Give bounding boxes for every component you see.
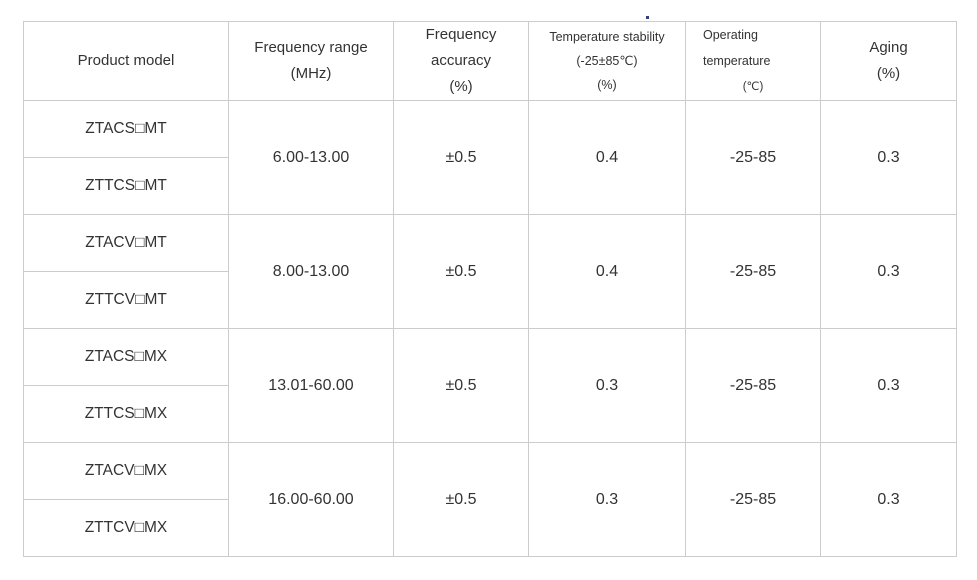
header-label-line: temperature bbox=[703, 54, 771, 68]
temp-stability-cell: 0.3 bbox=[528, 328, 686, 443]
table-row: ZTACS□MX 13.01-60.00 ±0.5 0.3 -25-85 0.3 bbox=[23, 328, 957, 443]
aging-cell: 0.3 bbox=[820, 328, 957, 443]
freq-accuracy-cell: ±0.5 bbox=[393, 328, 529, 443]
header-row: Product model Frequency range (MHz) Freq… bbox=[23, 21, 957, 101]
model-cell: ZTACS□MT bbox=[23, 100, 229, 158]
header-label-line: (℃) bbox=[742, 81, 764, 93]
aging-cell: 0.3 bbox=[820, 442, 957, 557]
header-aging: Aging (%) bbox=[820, 21, 957, 101]
table-row: ZTTCV□MX bbox=[23, 499, 957, 557]
model-cell: ZTTCS□MT bbox=[23, 157, 229, 215]
product-spec-table: Product model Frequency range (MHz) Freq… bbox=[23, 21, 957, 557]
table-row: ZTTCS□MT bbox=[23, 157, 957, 215]
freq-range-cell: 13.01-60.00 bbox=[228, 328, 394, 443]
header-product-model: Product model bbox=[23, 21, 229, 101]
model-cell: ZTACV□MT bbox=[23, 214, 229, 272]
header-label-line: (%) bbox=[449, 78, 473, 95]
aging-cell: 0.3 bbox=[820, 100, 957, 215]
header-label-line: (MHz) bbox=[290, 65, 332, 82]
header-label-line: Operating bbox=[703, 28, 758, 42]
header-label-line: (%) bbox=[876, 65, 901, 82]
model-cell: ZTTCS□MX bbox=[23, 385, 229, 443]
header-label-line: Temperature stability bbox=[549, 30, 665, 44]
model-cell: ZTTCV□MX bbox=[23, 499, 229, 557]
model-cell: ZTACS□MX bbox=[23, 328, 229, 386]
freq-accuracy-cell: ±0.5 bbox=[393, 100, 529, 215]
table-row: ZTACV□MX 16.00-60.00 ±0.5 0.3 -25-85 0.3 bbox=[23, 442, 957, 557]
op-temp-cell: -25-85 bbox=[685, 100, 821, 215]
freq-accuracy-cell: ±0.5 bbox=[393, 214, 529, 329]
table-row: ZTACV□MT 8.00-13.00 ±0.5 0.4 -25-85 0.3 bbox=[23, 214, 957, 329]
header-label-line: (%) bbox=[597, 78, 617, 92]
header-operating-temperature: Operating temperature (℃) bbox=[685, 21, 821, 101]
header-label-line: Aging bbox=[869, 39, 908, 56]
table-header: Product model Frequency range (MHz) Freq… bbox=[23, 21, 957, 101]
freq-range-cell: 6.00-13.00 bbox=[228, 100, 394, 215]
aging-cell: 0.3 bbox=[820, 214, 957, 329]
header-frequency-accuracy: Frequency accuracy (%) bbox=[393, 21, 529, 101]
table-row: ZTTCV□MT bbox=[23, 271, 957, 329]
freq-range-cell: 16.00-60.00 bbox=[228, 442, 394, 557]
op-temp-cell: -25-85 bbox=[685, 214, 821, 329]
model-cell: ZTACV□MX bbox=[23, 442, 229, 500]
freq-accuracy-cell: ±0.5 bbox=[393, 442, 529, 557]
header-temperature-stability: Temperature stability (-25±85℃) (%) bbox=[528, 21, 686, 101]
header-frequency-range: Frequency range (MHz) bbox=[228, 21, 394, 101]
header-label-line: accuracy bbox=[430, 52, 492, 69]
header-label-line: (-25±85℃) bbox=[576, 54, 638, 68]
header-label-line: Frequency range bbox=[254, 39, 368, 56]
table-row: ZTACS□MT 6.00-13.00 ±0.5 0.4 -25-85 0.3 bbox=[23, 100, 957, 215]
temp-stability-cell: 0.4 bbox=[528, 214, 686, 329]
op-temp-cell: -25-85 bbox=[685, 442, 821, 557]
freq-range-cell: 8.00-13.00 bbox=[228, 214, 394, 329]
model-cell: ZTTCV□MT bbox=[23, 271, 229, 329]
header-label-line: Frequency bbox=[425, 26, 497, 43]
stray-dot-artifact bbox=[646, 16, 649, 19]
temp-stability-cell: 0.4 bbox=[528, 100, 686, 215]
temp-stability-cell: 0.3 bbox=[528, 442, 686, 557]
table-body: ZTACS□MT 6.00-13.00 ±0.5 0.4 -25-85 0.3 … bbox=[23, 100, 957, 557]
op-temp-cell: -25-85 bbox=[685, 328, 821, 443]
header-label: Product model bbox=[77, 52, 175, 69]
